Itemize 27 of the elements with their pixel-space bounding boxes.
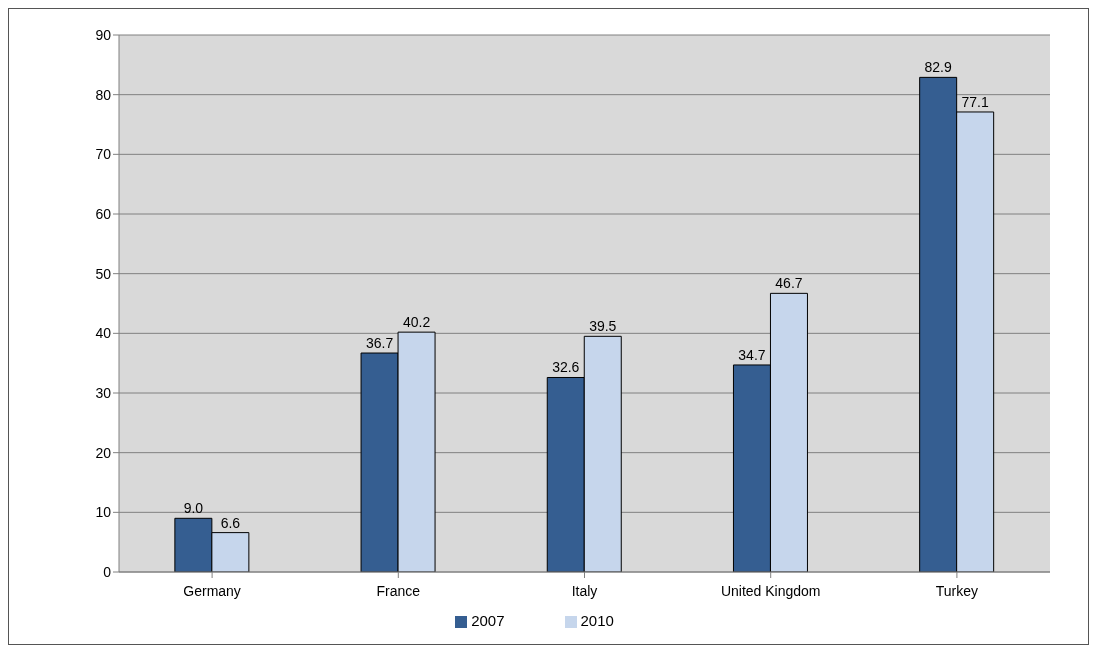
data-label: 46.7 <box>775 275 803 292</box>
y-tick-label: 80 <box>95 86 112 103</box>
data-label: 36.7 <box>365 335 394 352</box>
y-tick-label: 10 <box>95 504 112 521</box>
y-tick-label: 90 <box>95 26 112 43</box>
data-label: 77.1 <box>961 93 989 110</box>
legend-label: 2010 <box>580 612 614 629</box>
y-tick-label: 70 <box>95 146 112 163</box>
data-label: 6.6 <box>220 514 241 531</box>
y-tick-label: 50 <box>95 265 112 282</box>
x-tick-label: France <box>376 582 421 599</box>
data-label: 9.0 <box>183 500 204 517</box>
y-tick-label: 60 <box>95 205 112 222</box>
y-tick-label: 0 <box>103 563 112 580</box>
y-tick-label: 20 <box>95 444 112 461</box>
x-tick-label: Italy <box>571 582 598 599</box>
data-label: 40.2 <box>402 314 431 331</box>
data-label: 34.7 <box>738 346 766 363</box>
x-tick-label: Germany <box>183 582 241 599</box>
x-tick-label: United Kingdom <box>720 582 821 599</box>
legend-label: 2007 <box>471 612 505 629</box>
data-label: 82.9 <box>924 59 952 76</box>
y-tick-label: 30 <box>95 384 112 401</box>
y-tick-label: 40 <box>95 325 112 342</box>
data-label: 39.5 <box>589 318 617 335</box>
data-label: 32.6 <box>552 359 580 376</box>
x-tick-label: Turkey <box>935 582 979 599</box>
